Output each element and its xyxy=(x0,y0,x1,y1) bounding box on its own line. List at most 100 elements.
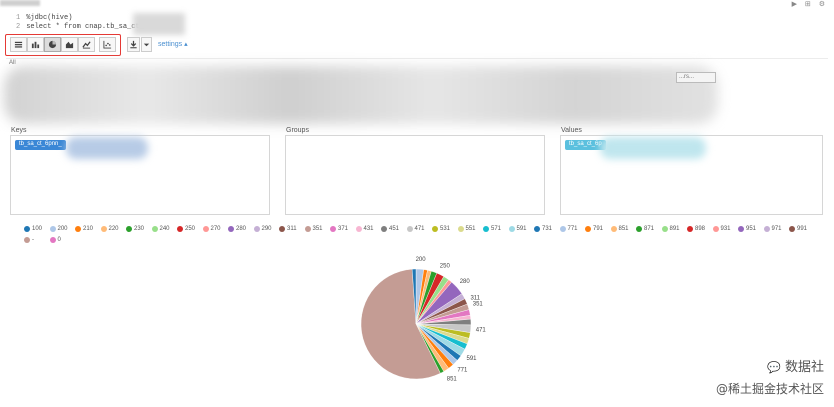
legend-swatch xyxy=(381,226,387,232)
legend-item[interactable]: 898 xyxy=(687,226,705,232)
legend-label: 280 xyxy=(236,226,247,232)
legend-swatch xyxy=(24,226,30,232)
pie-chart-button[interactable] xyxy=(44,37,61,52)
keys-field-pill[interactable]: tb_sa_ct_6pnn_ xyxy=(15,140,66,150)
legend-swatch xyxy=(559,226,566,232)
legend-label: 240 xyxy=(159,226,170,232)
settings-toggle[interactable]: settings ▴ xyxy=(158,41,188,48)
legend-item[interactable]: 871 xyxy=(636,226,654,232)
legend-label: 100 xyxy=(32,226,43,232)
line-chart-button[interactable] xyxy=(78,37,95,52)
legend-label: 230 xyxy=(134,226,145,232)
legend-item[interactable]: 571 xyxy=(483,226,501,232)
pie-slice-label: 311 xyxy=(470,295,480,301)
legend-item[interactable]: 931 xyxy=(712,226,731,232)
legend-label: 991 xyxy=(797,226,808,232)
legend-label: 351 xyxy=(312,226,323,232)
legend-item[interactable]: 471 xyxy=(406,226,425,232)
legend-swatch xyxy=(789,226,795,232)
legend-item[interactable]: 220 xyxy=(100,226,119,232)
legend-label: - xyxy=(32,237,34,243)
legend-item[interactable]: 451 xyxy=(381,226,399,232)
legend-item[interactable]: 270 xyxy=(202,226,221,232)
legend-item[interactable]: 971 xyxy=(763,226,782,232)
pie-slice[interactable] xyxy=(360,268,441,380)
legend-item[interactable]: 250 xyxy=(177,226,195,232)
legend-swatch xyxy=(24,237,30,243)
legend-label: 210 xyxy=(83,226,94,232)
legend-item[interactable]: 951 xyxy=(738,226,756,232)
legend-swatch xyxy=(712,226,719,232)
download-button[interactable] xyxy=(127,37,140,52)
legend-item[interactable]: 230 xyxy=(126,226,144,232)
legend-swatch xyxy=(151,226,158,232)
legend-item[interactable]: - xyxy=(24,237,34,243)
table-icon xyxy=(14,41,23,48)
values-field-pill[interactable]: tb_sa_ct_6p xyxy=(565,140,606,150)
all-fields-label: All xyxy=(9,60,16,66)
legend-label: 311 xyxy=(287,226,297,232)
download-options-button[interactable] xyxy=(141,37,152,52)
legend-item[interactable]: 531 xyxy=(432,226,450,232)
legend-item[interactable]: 371 xyxy=(330,226,348,232)
legend-label: 451 xyxy=(389,226,400,232)
table-view-button[interactable] xyxy=(10,37,27,52)
legend-swatch xyxy=(304,226,311,232)
legend-label: 200 xyxy=(57,226,68,232)
legend-item[interactable]: 551 xyxy=(457,226,476,232)
pie-slice[interactable] xyxy=(411,268,417,325)
groups-label: Groups xyxy=(286,127,309,134)
legend-item[interactable]: 431 xyxy=(355,226,374,232)
paragraph-controls[interactable]: ▶ ⊞ ⚙ xyxy=(791,1,828,8)
legend-label: 771 xyxy=(567,226,578,232)
legend-label: 571 xyxy=(491,226,502,232)
legend-item[interactable]: 290 xyxy=(253,226,272,232)
legend-item[interactable]: 100 xyxy=(24,226,42,232)
legend-swatch xyxy=(457,226,464,232)
bar-chart-button[interactable] xyxy=(27,37,44,52)
scatter-chart-button[interactable] xyxy=(99,37,116,52)
legend-item[interactable]: 591 xyxy=(508,226,527,232)
legend-label: 591 xyxy=(516,226,527,232)
legend-label: 871 xyxy=(644,226,655,232)
legend-item[interactable]: 351 xyxy=(304,226,323,232)
legend-item[interactable]: 891 xyxy=(661,226,680,232)
legend-label: 898 xyxy=(695,226,706,232)
code-line-2[interactable]: 2 select * from cnap.tb_sa_ct_r xyxy=(16,23,148,31)
legend-swatch xyxy=(279,226,285,232)
legend-label: 250 xyxy=(185,226,196,232)
field-options-button[interactable]: ...rs... xyxy=(676,72,716,83)
legend-item[interactable]: 771 xyxy=(559,226,578,232)
line-chart-icon xyxy=(82,41,91,49)
fields-redaction xyxy=(4,66,718,124)
legend-label: 951 xyxy=(746,226,757,232)
legend-label: 0 xyxy=(57,237,61,243)
legend-item[interactable]: 0 xyxy=(49,237,61,243)
legend-item[interactable]: 210 xyxy=(75,226,93,232)
legend-swatch xyxy=(330,226,336,232)
legend-item[interactable]: 200 xyxy=(49,226,68,232)
legend-label: 551 xyxy=(465,226,476,232)
chart-type-toolbar-highlight xyxy=(5,34,121,56)
legend-swatch xyxy=(636,226,642,232)
watermark-brand: 数据社 xyxy=(784,360,824,375)
pie-slice-label: 200 xyxy=(416,257,427,263)
legend-label: 220 xyxy=(108,226,119,232)
legend-item[interactable]: 280 xyxy=(228,226,246,232)
legend-item[interactable]: 240 xyxy=(151,226,170,232)
pie-slice-label: 250 xyxy=(440,264,451,270)
legend-swatch xyxy=(355,226,362,232)
code-line-1[interactable]: 1 %jdbc(hive) xyxy=(16,14,72,22)
area-chart-button[interactable] xyxy=(61,37,78,52)
values-label: Values xyxy=(561,127,582,134)
legend-item[interactable]: 991 xyxy=(789,226,807,232)
legend-item[interactable]: 851 xyxy=(610,226,629,232)
legend-label: 371 xyxy=(338,226,349,232)
legend-item[interactable]: 311 xyxy=(279,226,297,232)
groups-drop-zone[interactable] xyxy=(285,135,545,215)
legend-item[interactable]: 731 xyxy=(534,226,552,232)
legend-swatch xyxy=(202,226,209,232)
legend-label: 791 xyxy=(593,226,604,232)
legend-item[interactable]: 791 xyxy=(585,226,603,232)
legend-label: 891 xyxy=(669,226,680,232)
